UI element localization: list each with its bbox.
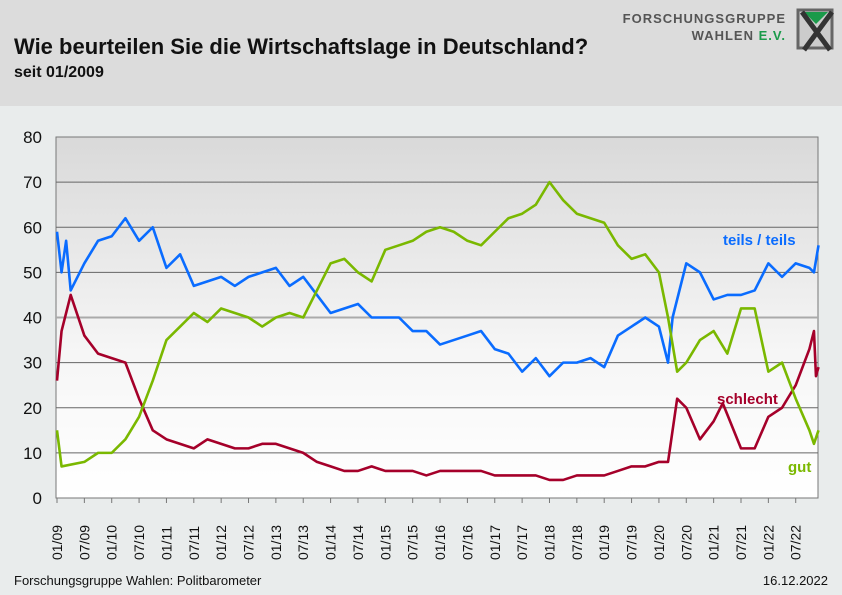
x-tick-label: 07/16 bbox=[459, 525, 475, 560]
x-tick-label: 07/13 bbox=[295, 525, 311, 560]
x-tick-label: 01/18 bbox=[541, 525, 557, 560]
source-note: Forschungsgruppe Wahlen: Politbarometer bbox=[14, 573, 262, 588]
x-tick-label: 01/10 bbox=[104, 525, 120, 560]
chart-subtitle: seit 01/2009 bbox=[14, 64, 104, 81]
series-line-teils-teils bbox=[55, 216, 820, 378]
series-label-gut: gut bbox=[788, 459, 811, 476]
x-tick-label: 01/14 bbox=[323, 525, 339, 560]
y-tick-label: 30 bbox=[23, 354, 42, 373]
x-tick-label: 07/11 bbox=[186, 526, 202, 560]
chart-title: Wie beurteilen Sie die Wirtschaftslage i… bbox=[14, 34, 589, 59]
x-tick-label: 07/21 bbox=[733, 525, 749, 560]
x-tick-label: 07/20 bbox=[678, 525, 694, 560]
date-note: 16.12.2022 bbox=[762, 573, 828, 588]
x-tick-label: 07/12 bbox=[241, 525, 257, 560]
x-tick-label: 07/10 bbox=[131, 525, 147, 560]
header: Wie beurteilen Sie die Wirtschaftslage i… bbox=[0, 0, 842, 106]
y-tick-label: 10 bbox=[23, 444, 42, 463]
x-tick-label: 01/19 bbox=[596, 525, 612, 560]
series-label-schlecht: schlecht bbox=[717, 391, 778, 408]
x-tick-label: 01/17 bbox=[487, 525, 503, 560]
x-tick-label: 01/12 bbox=[213, 525, 229, 560]
x-tick-label: 07/14 bbox=[350, 525, 366, 560]
x-tick-label: 01/09 bbox=[49, 525, 65, 560]
logo-suffix: E.V. bbox=[758, 28, 786, 43]
x-tick-label: 01/13 bbox=[268, 525, 284, 560]
x-tick-label: 01/15 bbox=[377, 525, 393, 560]
y-tick-label: 40 bbox=[23, 309, 42, 328]
y-tick-label: 50 bbox=[23, 263, 42, 282]
x-tick-label: 07/22 bbox=[788, 525, 804, 560]
x-tick-label: 07/09 bbox=[76, 525, 92, 560]
x-tick-label: 01/16 bbox=[432, 525, 448, 560]
ballot-logo-icon bbox=[796, 8, 835, 52]
x-tick-label: 01/22 bbox=[760, 525, 776, 560]
x-tick-label: 07/18 bbox=[569, 525, 585, 560]
y-tick-label: 0 bbox=[33, 489, 42, 508]
y-tick-label: 80 bbox=[23, 128, 42, 147]
y-tick-label: 20 bbox=[23, 399, 42, 418]
y-tick-label: 70 bbox=[23, 173, 42, 192]
logo-text: FORSCHUNGSGRUPPE WAHLEN E.V. bbox=[623, 10, 786, 44]
series-label-teils: teils / teils bbox=[723, 232, 796, 249]
logo-line1: FORSCHUNGSGRUPPE bbox=[622, 11, 786, 26]
logo-line2: WAHLEN bbox=[691, 28, 754, 43]
series-line-gut bbox=[55, 180, 820, 468]
x-tick-label: 01/21 bbox=[706, 525, 722, 560]
x-tick-label: 07/17 bbox=[514, 525, 530, 560]
y-tick-label: 60 bbox=[23, 218, 42, 237]
x-tick-label: 01/11 bbox=[158, 526, 174, 560]
series-line-schlecht bbox=[55, 293, 820, 482]
x-tick-label: 07/15 bbox=[405, 525, 421, 560]
x-tick-label: 01/20 bbox=[651, 525, 667, 560]
x-tick-label: 07/19 bbox=[624, 525, 640, 560]
